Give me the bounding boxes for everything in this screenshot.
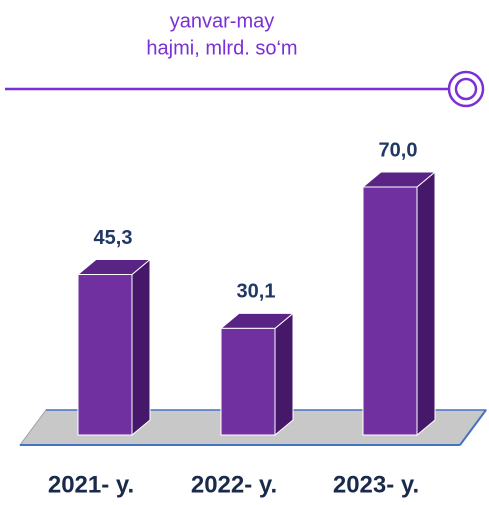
x-tick-label: 2023- y. <box>333 471 419 498</box>
bar-side <box>416 170 436 437</box>
bar <box>361 170 437 437</box>
rule-ring <box>447 70 485 108</box>
chart-subtitle: hajmi, mlrd. so‘m <box>146 37 297 59</box>
bar <box>76 258 152 437</box>
bar-front <box>362 186 418 436</box>
x-tick-label: 2021- y. <box>48 471 134 498</box>
bar-side <box>274 312 294 437</box>
bar-front <box>77 274 133 436</box>
floor-edge <box>459 409 487 446</box>
rule-ring-inner <box>454 77 478 101</box>
value-label: 70,0 <box>379 139 418 161</box>
x-tick-label: 2022- y. <box>191 471 277 498</box>
chart-title: yanvar-may <box>170 10 274 32</box>
value-label: 45,3 <box>94 227 133 249</box>
bar-front <box>220 327 276 436</box>
value-label: 30,1 <box>237 281 276 303</box>
bar-side <box>131 258 151 437</box>
bar <box>219 312 295 437</box>
